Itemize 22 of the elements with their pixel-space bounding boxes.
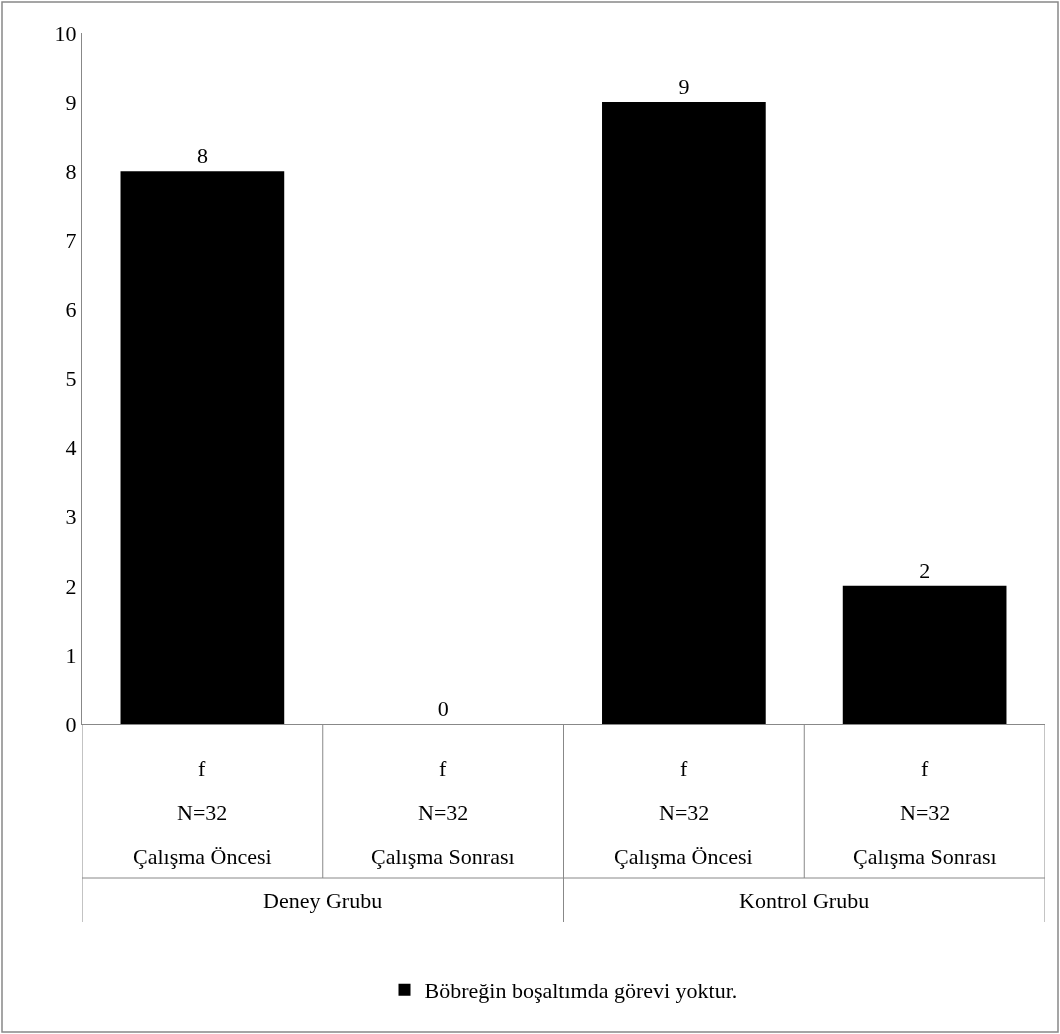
y-tick-label: 10 [54, 20, 77, 46]
y-tick-label: 2 [65, 573, 77, 599]
x-tick-label: f N=32 Çalışma Sonrası [853, 756, 997, 869]
y-tick-label: 4 [65, 435, 77, 461]
y-tick-label: 6 [65, 297, 77, 323]
data-label: 8 [196, 143, 208, 169]
y-tick-label: 7 [65, 228, 77, 253]
data-label: 9 [678, 74, 690, 100]
text: Deney Grubu [263, 888, 383, 913]
y-tick-label: 9 [65, 89, 77, 115]
x-tick-label: f N=32 Çalışma Öncesi [614, 756, 753, 869]
y-tick-label: 1 [65, 642, 77, 668]
data-label: 2 [919, 557, 931, 583]
y-tick-label: 5 [65, 366, 77, 392]
y-tick-label: 3 [65, 504, 77, 530]
text: Kontrol Grubu [739, 888, 870, 913]
x-tick-label: f N=32 Çalışma Öncesi [133, 756, 272, 869]
legend-label: Böbreğin boşaltımda görevi yoktur. [424, 978, 738, 1004]
x-tick-label: f N=32 Çalışma Sonrası [371, 756, 515, 869]
y-tick-label: 8 [65, 158, 77, 184]
y-tick-label: 0 [65, 711, 77, 737]
data-label: 0 [437, 696, 449, 721]
